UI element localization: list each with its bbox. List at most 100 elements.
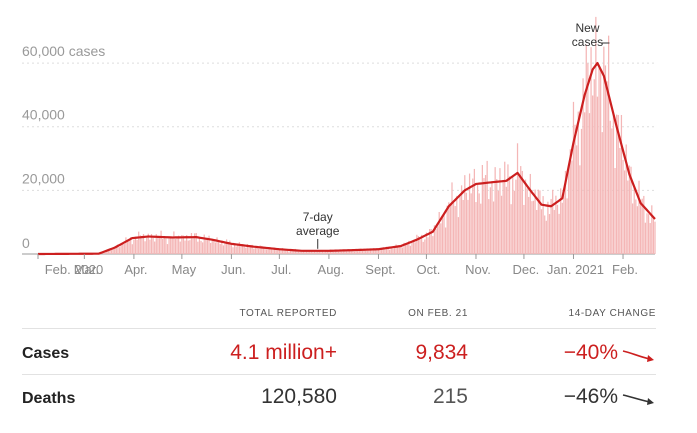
daily-bar <box>630 166 632 254</box>
daily-bar <box>550 198 552 254</box>
daily-bar <box>382 246 384 254</box>
daily-bar <box>181 235 183 254</box>
daily-bar <box>224 241 226 254</box>
daily-bar <box>112 247 114 254</box>
daily-bar <box>243 244 245 254</box>
deaths-on-day: 215 <box>432 385 468 408</box>
daily-bar <box>261 245 263 254</box>
daily-bar <box>622 159 624 254</box>
daily-bar <box>168 236 170 254</box>
daily-bar <box>365 248 367 254</box>
daily-bar <box>595 16 597 254</box>
daily-bar <box>515 179 517 254</box>
daily-bar <box>534 189 536 254</box>
daily-bar <box>537 189 539 254</box>
daily-bar <box>387 248 389 254</box>
daily-bar <box>345 250 348 254</box>
daily-bar <box>254 248 257 254</box>
daily-bar <box>373 248 375 254</box>
daily-bar <box>556 204 559 254</box>
daily-bar <box>609 120 611 255</box>
daily-bar <box>115 246 117 254</box>
daily-bar <box>470 193 472 254</box>
daily-bar <box>219 244 221 254</box>
daily-bar <box>301 251 303 254</box>
daily-bar <box>628 165 631 254</box>
daily-bar <box>548 214 551 254</box>
y-tick-label: 40,000 <box>22 107 65 123</box>
y-tick-label: 60,000 cases <box>22 43 105 59</box>
daily-bar <box>178 235 180 254</box>
daily-bar <box>521 170 523 254</box>
daily-bar <box>604 65 607 254</box>
daily-bar <box>496 179 498 254</box>
daily-bar <box>110 250 113 254</box>
daily-bar <box>264 246 266 254</box>
daily-bar <box>617 114 619 255</box>
daily-bar <box>560 188 562 254</box>
x-tick-label: Jul. <box>271 262 291 277</box>
daily-bar <box>205 238 207 254</box>
daily-bar <box>644 222 647 254</box>
daily-bar <box>438 211 440 254</box>
daily-bar <box>237 245 239 254</box>
daily-bar <box>109 250 111 254</box>
daily-bar <box>374 249 376 254</box>
daily-bar <box>536 209 538 254</box>
daily-bar <box>241 244 244 254</box>
daily-bar <box>553 210 555 254</box>
daily-bar <box>598 65 600 255</box>
daily-bar <box>342 249 344 254</box>
daily-bar <box>198 237 201 254</box>
daily-bar <box>186 235 188 254</box>
daily-bar <box>235 246 237 254</box>
x-tick-label: Feb. 2020 <box>45 262 104 277</box>
daily-bar <box>596 96 599 254</box>
daily-bar <box>454 206 456 254</box>
x-tick-label: Oct. <box>417 262 441 277</box>
daily-bar <box>419 239 421 254</box>
daily-bar <box>416 234 418 254</box>
daily-bar <box>107 249 109 254</box>
daily-bar <box>467 199 469 254</box>
daily-bar <box>390 247 392 254</box>
daily-bar <box>341 251 343 254</box>
daily-bar <box>197 241 199 254</box>
daily-bar <box>500 195 503 254</box>
daily-bar <box>528 196 530 254</box>
daily-bar <box>584 112 586 254</box>
daily-bar <box>523 204 525 254</box>
daily-bar <box>649 223 651 254</box>
daily-bar <box>152 236 154 254</box>
daily-bar <box>425 232 428 254</box>
daily-bar <box>526 188 528 254</box>
daily-bar <box>363 249 365 254</box>
daily-bar <box>518 175 520 254</box>
daily-bar <box>499 168 501 254</box>
annotation-new-cases-label: cases <box>572 35 603 49</box>
daily-bar <box>336 251 338 254</box>
daily-bar <box>414 242 416 254</box>
daily-bar <box>233 243 236 254</box>
daily-bar <box>476 184 479 254</box>
daily-bar <box>544 215 546 254</box>
daily-bar <box>195 233 197 254</box>
annotation-average-label: 7-day <box>303 210 333 224</box>
row-label-cases: Cases <box>22 345 70 362</box>
daily-bar <box>510 204 512 254</box>
daily-bar <box>505 186 507 254</box>
daily-bar <box>424 239 426 254</box>
daily-bar <box>579 165 581 254</box>
daily-bar <box>456 195 458 254</box>
cases-total: 4.1 million+ <box>230 341 337 364</box>
daily-bar <box>587 63 589 254</box>
daily-bar <box>280 249 282 254</box>
daily-bar <box>114 248 116 254</box>
daily-bar <box>376 250 378 254</box>
daily-bar <box>507 164 509 254</box>
daily-bar <box>459 194 461 254</box>
daily-bar <box>381 248 383 254</box>
daily-bar <box>176 238 178 254</box>
daily-bar <box>643 195 645 254</box>
daily-bar <box>413 239 415 254</box>
